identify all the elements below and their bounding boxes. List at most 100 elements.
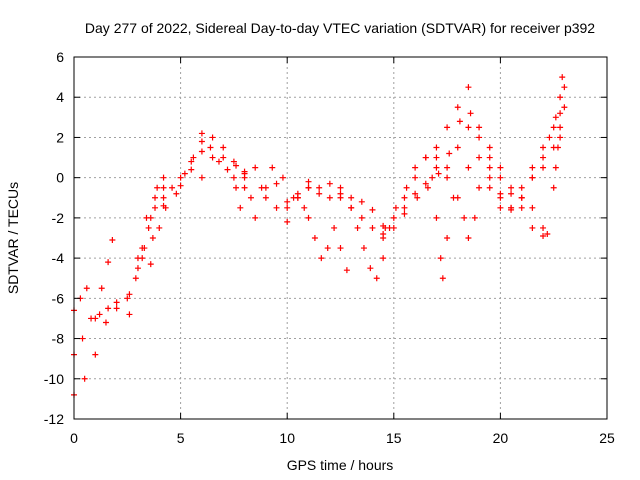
data-point — [241, 168, 248, 175]
data-point — [160, 174, 167, 181]
data-point — [262, 194, 269, 201]
data-point — [220, 144, 227, 151]
data-point — [241, 184, 248, 191]
data-point — [401, 210, 408, 217]
data-point — [382, 224, 389, 231]
data-point — [98, 285, 105, 292]
series-track-23 — [486, 154, 551, 237]
data-point — [540, 144, 547, 151]
data-point — [486, 164, 493, 171]
axis-ticks: 0 5 10 15 20 25 -12 -10 -8 -6 -4 -2 0 2 4 6 — [44, 49, 615, 446]
series-track-22 — [465, 134, 547, 239]
data-point — [311, 235, 318, 241]
series-track-27 — [550, 104, 568, 191]
data-point — [152, 194, 159, 201]
data-point — [96, 311, 103, 318]
data-point — [390, 224, 397, 231]
data-point — [380, 235, 387, 241]
data-point — [454, 144, 461, 151]
data-point — [305, 214, 312, 221]
y-tick-label: 0 — [56, 170, 64, 186]
data-point — [559, 74, 566, 81]
y-tick-label: 6 — [56, 49, 64, 65]
data-point — [145, 224, 152, 231]
data-point — [414, 194, 421, 201]
data-point — [465, 164, 472, 171]
data-point — [456, 118, 463, 125]
data-point — [444, 164, 451, 171]
data-point — [424, 184, 431, 191]
data-point — [486, 154, 493, 161]
series-track-7 — [160, 138, 248, 209]
data-point — [412, 190, 419, 197]
data-point — [540, 232, 547, 239]
data-points — [71, 74, 568, 398]
data-point — [324, 245, 331, 252]
data-point — [207, 144, 214, 151]
data-point — [454, 194, 461, 201]
grid-lines — [74, 57, 607, 419]
data-point — [369, 206, 376, 213]
data-point — [433, 164, 440, 171]
data-point — [465, 84, 472, 91]
x-tick-label: 0 — [70, 430, 78, 446]
data-point — [305, 184, 312, 191]
data-point — [79, 335, 86, 342]
data-point — [529, 174, 536, 181]
series-track-26 — [529, 74, 566, 181]
data-point — [109, 237, 116, 244]
data-point — [497, 164, 504, 171]
data-point — [380, 255, 387, 262]
series-track-15 — [305, 214, 350, 274]
data-point — [147, 261, 154, 268]
y-tick-label: -6 — [52, 290, 65, 306]
data-point — [284, 204, 291, 211]
y-tick-label: -4 — [52, 250, 65, 266]
data-point — [401, 194, 408, 201]
series-track-24 — [486, 134, 564, 211]
data-point — [461, 214, 468, 221]
data-point — [305, 178, 312, 185]
data-point — [369, 224, 376, 231]
data-point — [113, 299, 120, 306]
data-point — [518, 194, 525, 201]
data-point — [486, 174, 493, 181]
data-point — [105, 305, 112, 312]
data-point — [209, 154, 216, 161]
series-track-10 — [233, 164, 301, 225]
data-point — [173, 190, 180, 197]
data-point — [215, 158, 222, 165]
data-point — [318, 255, 325, 262]
data-point — [401, 204, 408, 211]
data-point — [160, 184, 167, 191]
data-point — [316, 184, 323, 191]
data-point — [230, 174, 237, 181]
y-tick-label: -10 — [44, 371, 64, 387]
data-point — [412, 174, 419, 181]
data-point — [422, 154, 429, 161]
data-point — [230, 158, 237, 165]
data-point — [497, 174, 504, 181]
data-point — [518, 184, 525, 191]
data-point — [518, 204, 525, 211]
x-tick-label: 20 — [493, 430, 509, 446]
data-point — [337, 184, 344, 191]
data-point — [160, 202, 167, 209]
y-tick-label: 2 — [56, 129, 64, 145]
data-point — [433, 144, 440, 151]
data-point — [429, 174, 436, 181]
y-tick-label: 4 — [56, 89, 64, 105]
data-point — [190, 154, 197, 161]
data-point — [540, 224, 547, 231]
data-point — [134, 265, 141, 272]
data-point — [403, 184, 410, 191]
data-point — [561, 104, 568, 111]
data-point — [269, 164, 276, 171]
data-point — [497, 190, 504, 197]
data-point — [446, 150, 453, 157]
data-point — [557, 94, 564, 101]
data-point — [273, 180, 280, 187]
chart-title: Day 277 of 2022, Sidereal Day-to-day VTE… — [85, 20, 595, 36]
data-point — [550, 184, 557, 191]
